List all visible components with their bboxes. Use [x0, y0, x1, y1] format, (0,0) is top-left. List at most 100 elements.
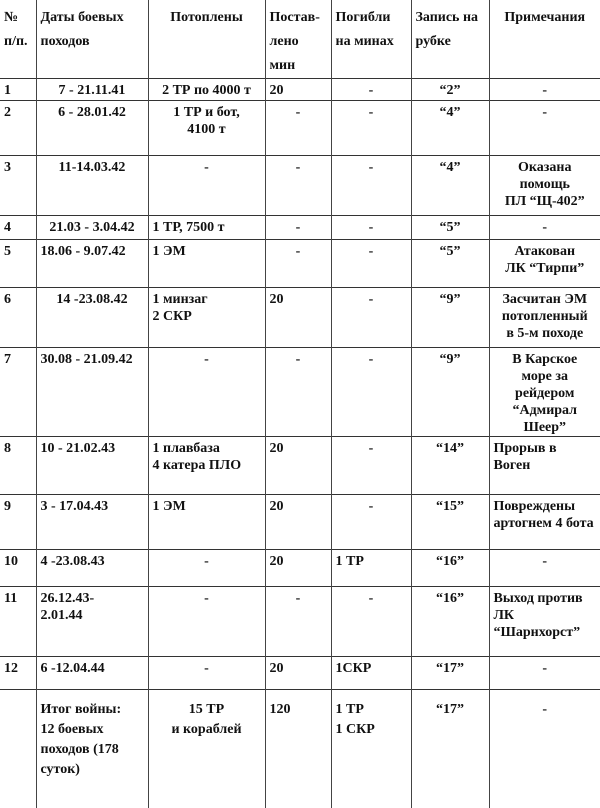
cell-number: 4: [0, 215, 36, 240]
cell-mines-laid: 20: [264, 494, 331, 550]
table-row: 8 10 - 21.02.43 1 плавбаза 4 катера ПЛО 20-…: [0, 436, 600, 495]
header-row: № п/п. Даты боевых походов Потоплены Постав…: [0, 0, 600, 79]
cell-sunk: 1 ЭМ: [147, 494, 265, 550]
cell-mines-laid: 20: [264, 287, 331, 348]
table-row: 3 11-14.03.42- - - “4” Оказана помощь ПЛ “Щ-4…: [0, 155, 600, 216]
table-row: 10 4 -23.08.43-20 1 ТР “16” -: [0, 549, 600, 587]
cell-dates: 26.12.43- 2.01.44: [35, 586, 148, 657]
cell-mine-kills: -: [330, 494, 411, 550]
header-mines-laid: Постав- лено мин: [264, 0, 331, 79]
cell-mines-laid: -: [264, 347, 331, 437]
cell-notes: -: [488, 215, 600, 240]
cell-notes: -: [488, 549, 600, 587]
cell-number: 9: [0, 494, 36, 550]
header-mine-kills: Погибли на минах: [330, 0, 411, 79]
header-sunk: Потоплены: [147, 0, 265, 79]
cell-mine-kills: -: [330, 347, 411, 437]
cell-sunk: -: [147, 656, 265, 690]
cell-dates: 21.03 - 3.04.42: [35, 215, 148, 240]
cell-mine-kills: 1 ТР 1 СКР: [330, 689, 411, 808]
cell-dates: 18.06 - 9.07.42: [35, 239, 148, 288]
cell-sunk: -: [147, 155, 265, 216]
cell-number: [0, 689, 36, 808]
cell-dates: 3 - 17.04.43: [35, 494, 148, 550]
cell-notes: -: [488, 78, 600, 101]
cell-sunk: 1 минзаг 2 СКР: [147, 287, 265, 348]
cell-mine-kills: -: [330, 100, 411, 156]
cell-mine-kills: -: [330, 287, 411, 348]
cell-tower-mark: “9”: [410, 287, 489, 348]
cell-number: 8: [0, 436, 36, 495]
cell-tower-mark: “4”: [410, 155, 489, 216]
cell-tower-mark: “9”: [410, 347, 489, 437]
cell-sunk: -: [147, 586, 265, 657]
cell-mines-laid: -: [264, 586, 331, 657]
cell-notes: В Карское море за рейдером “Адмирал Шеер…: [488, 347, 600, 437]
cell-dates: 7 - 21.11.41: [35, 78, 148, 101]
cell-tower-mark: “5”: [410, 215, 489, 240]
cell-dates: Итог войны: 12 боевых походов (178 суток…: [35, 689, 148, 808]
cell-tower-mark: “5”: [410, 239, 489, 288]
cell-number: 12: [0, 656, 36, 690]
cell-notes: Выход против ЛК “Шарнхорст”: [488, 586, 600, 657]
cell-dates: 6 -12.04.44: [35, 656, 148, 690]
cell-mines-laid: -: [264, 215, 331, 240]
cell-notes: Повреждены артогнем 4 бота: [488, 494, 600, 550]
cell-number: 6: [0, 287, 36, 348]
table-row: 12 6 -12.04.44-20 1СКР “17” -: [0, 656, 600, 690]
cell-mines-laid: 20: [264, 656, 331, 690]
cell-dates: 14 -23.08.42: [35, 287, 148, 348]
cell-dates: 30.08 - 21.09.42: [35, 347, 148, 437]
cell-mines-laid: 20: [264, 436, 331, 495]
header-notes: Примечания: [488, 0, 600, 79]
cell-dates: 4 -23.08.43: [35, 549, 148, 587]
cell-number: 10: [0, 549, 36, 587]
cell-notes: -: [488, 656, 600, 690]
cell-mines-laid: 120: [264, 689, 331, 808]
table-row: 4 21.03 - 3.04.42 1 ТР, 7500 т - - “5” -: [0, 215, 600, 240]
cell-mines-laid: 20: [264, 78, 331, 101]
header-dates: Даты боевых походов: [35, 0, 148, 79]
table-row: 7 30.08 - 21.09.42- - - “9” В Карское море за…: [0, 347, 600, 437]
cell-sunk: 15 ТР и кораблей: [147, 689, 265, 808]
cell-tower-mark: “17”: [410, 689, 489, 808]
cell-number: 3: [0, 155, 36, 216]
cell-notes: Атакован ЛК “Тирпи”: [488, 239, 600, 288]
cell-dates: 11-14.03.42: [35, 155, 148, 216]
cell-tower-mark: “4”: [410, 100, 489, 156]
table-row: 5 18.06 - 9.07.42 1 ЭМ - - “5” Атакован ЛК “Ти…: [0, 239, 600, 288]
table-row: 11 26.12.43- 2.01.44- - - “16” Выход против Л…: [0, 586, 600, 657]
cell-mine-kills: -: [330, 215, 411, 240]
cell-notes: Оказана помощь ПЛ “Щ-402”: [488, 155, 600, 216]
cell-notes: Засчитан ЭМ потопленный в 5-м походе: [488, 287, 600, 348]
cell-sunk: 1 ТР и бот, 4100 т: [147, 100, 265, 156]
cell-mine-kills: -: [330, 239, 411, 288]
cell-mines-laid: -: [264, 239, 331, 288]
header-number: № п/п.: [4, 10, 28, 49]
cell-dates: 10 - 21.02.43: [35, 436, 148, 495]
cell-tower-mark: “14”: [410, 436, 489, 495]
cell-notes: Прорыв в Воген: [488, 436, 600, 495]
cell-mine-kills: 1 ТР: [330, 549, 411, 587]
cell-tower-mark: “16”: [410, 549, 489, 587]
cell-mines-laid: -: [264, 155, 331, 216]
cell-mine-kills: -: [330, 155, 411, 216]
cell-mines-laid: -: [264, 100, 331, 156]
cell-number: 5: [0, 239, 36, 288]
cell-sunk: 1 плавбаза 4 катера ПЛО: [147, 436, 265, 495]
cell-tower-mark: “16”: [410, 586, 489, 657]
cell-mines-laid: 20: [264, 549, 331, 587]
cell-dates: 6 - 28.01.42: [35, 100, 148, 156]
cell-notes: -: [488, 100, 600, 156]
cell-sunk: 2 ТР по 4000 т: [147, 78, 265, 101]
cell-mine-kills: -: [330, 586, 411, 657]
cell-tower-mark: “2”: [410, 78, 489, 101]
cell-number: 1: [0, 78, 36, 101]
cell-sunk: 1 ЭМ: [147, 239, 265, 288]
cell-tower-mark: “17”: [410, 656, 489, 690]
cell-sunk: -: [147, 549, 265, 587]
cell-number: 11: [0, 586, 36, 657]
